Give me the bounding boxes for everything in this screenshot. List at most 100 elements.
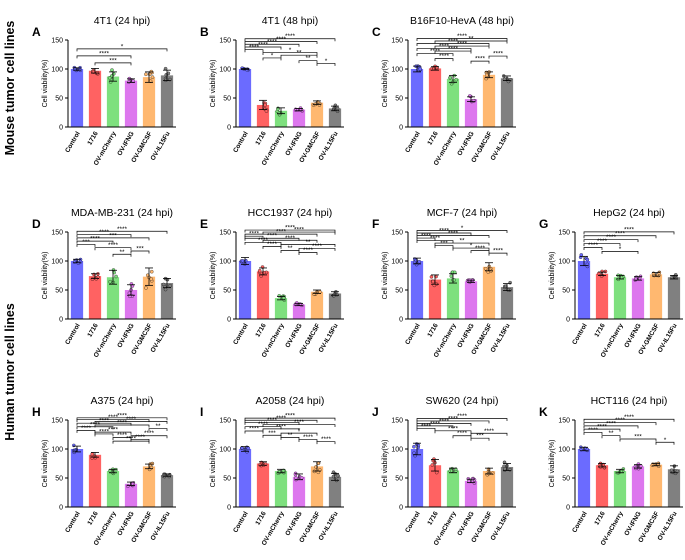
panel-letter: I [200,405,203,419]
y-tick-label: 0 [566,317,570,324]
significance-bracket [298,248,336,251]
significance-bracket [148,428,168,432]
significance-bracket [434,40,508,44]
x-tick-label: 1716 [593,322,606,338]
data-point [317,103,322,107]
panel-e: E HCC1937 (24 hpi) 0 50 100 150 Cell viability… [200,207,344,359]
significance-bracket [583,425,639,429]
significance-bracket [601,251,639,254]
bar [274,471,288,507]
significance-bracket [280,432,318,436]
panel-k: K HCT116 (24 hpi) 0 50 100 150 Cell viability(… [539,395,683,547]
data-point [429,275,434,279]
significance-label: **** [258,421,269,428]
bar [106,277,120,319]
significance-bracket [434,45,490,49]
data-point [603,269,608,274]
bar [482,471,496,507]
significance-bracket [94,431,132,435]
data-point [412,444,416,449]
data-point [619,275,624,280]
x-tick-label: 1716 [426,510,439,526]
significance-label: * [470,243,473,250]
significance-label: **** [99,229,110,236]
x-tick-label: 1716 [86,130,99,146]
significance-label: **** [267,233,278,240]
bar [160,75,174,127]
bar [631,278,645,319]
significance-label: **** [285,235,296,242]
y-axis-label: Cell viability(%) [382,440,389,488]
data-point [257,269,262,273]
bar [142,466,156,507]
y-tick-label: 150 [219,230,231,237]
significance-label: **** [457,41,468,48]
significance-bracket [280,243,336,247]
significance-label: **** [99,50,110,57]
significance-bracket [583,428,621,432]
bar [124,290,138,319]
significance-bracket [452,247,490,251]
data-point [281,296,286,300]
bar [649,274,663,319]
significance-label: **** [493,248,504,255]
significance-label: * [325,58,328,65]
significance-bracket [76,55,132,59]
significance-bracket [76,230,168,234]
significance-bracket [416,240,454,244]
panel-letter: D [32,217,41,231]
bar [577,261,591,319]
data-point [312,292,316,296]
bar [88,454,102,507]
significance-bracket [583,239,639,243]
bar [446,278,460,319]
significance-bracket [94,247,132,251]
significance-label: **** [624,414,635,421]
x-tick-label: OV-IFNG [116,131,135,158]
y-tick-label: 100 [219,259,231,266]
significance-bracket [583,231,675,235]
data-point [448,75,452,80]
y-tick-label: 0 [399,125,403,132]
significance-label: ** [296,50,302,57]
y-tick-label: 100 [391,447,403,454]
panel-h: H A375 (24 hpi) 0 50 100 150 Cell viability(%)… [32,395,176,547]
y-tick-label: 100 [219,447,231,454]
significance-bracket [470,437,490,441]
significance-bracket [601,435,621,439]
data-point [502,464,506,469]
bar [106,76,120,127]
significance-label: **** [294,419,305,426]
significance-bracket [416,418,508,421]
panel-c: C B16F10-HevA (48 hpi) 0 50 100 150 Cell viabi… [372,15,516,167]
significance-label: ** [305,55,311,62]
significance-label: **** [285,33,296,40]
x-tick-label: Control [64,130,82,154]
x-tick-label: Control [64,510,82,534]
y-axis-label: Cell viability(%) [42,252,49,300]
significance-label: *** [82,239,90,246]
bar [428,279,442,319]
y-tick-label: 0 [227,505,231,512]
significance-bracket [280,250,300,253]
significance-label: **** [117,432,128,439]
x-tick-label: Control [232,130,250,154]
bar [613,471,627,507]
bar [142,77,156,127]
significance-bracket [416,232,472,236]
significance-bracket [94,62,132,66]
data-point [585,257,590,262]
significance-label: **** [108,414,119,421]
bar [464,480,478,507]
significance-bracket [416,237,436,241]
significance-label: **** [421,423,432,430]
significance-bracket [316,63,336,66]
significance-label: **** [484,428,495,435]
significance-label: **** [108,242,119,249]
significance-label: **** [249,231,260,238]
significance-bracket [244,41,318,44]
panel-title: HepG2 (24 hpi) [593,207,665,219]
significance-label: **** [117,419,128,426]
data-point [294,476,298,480]
